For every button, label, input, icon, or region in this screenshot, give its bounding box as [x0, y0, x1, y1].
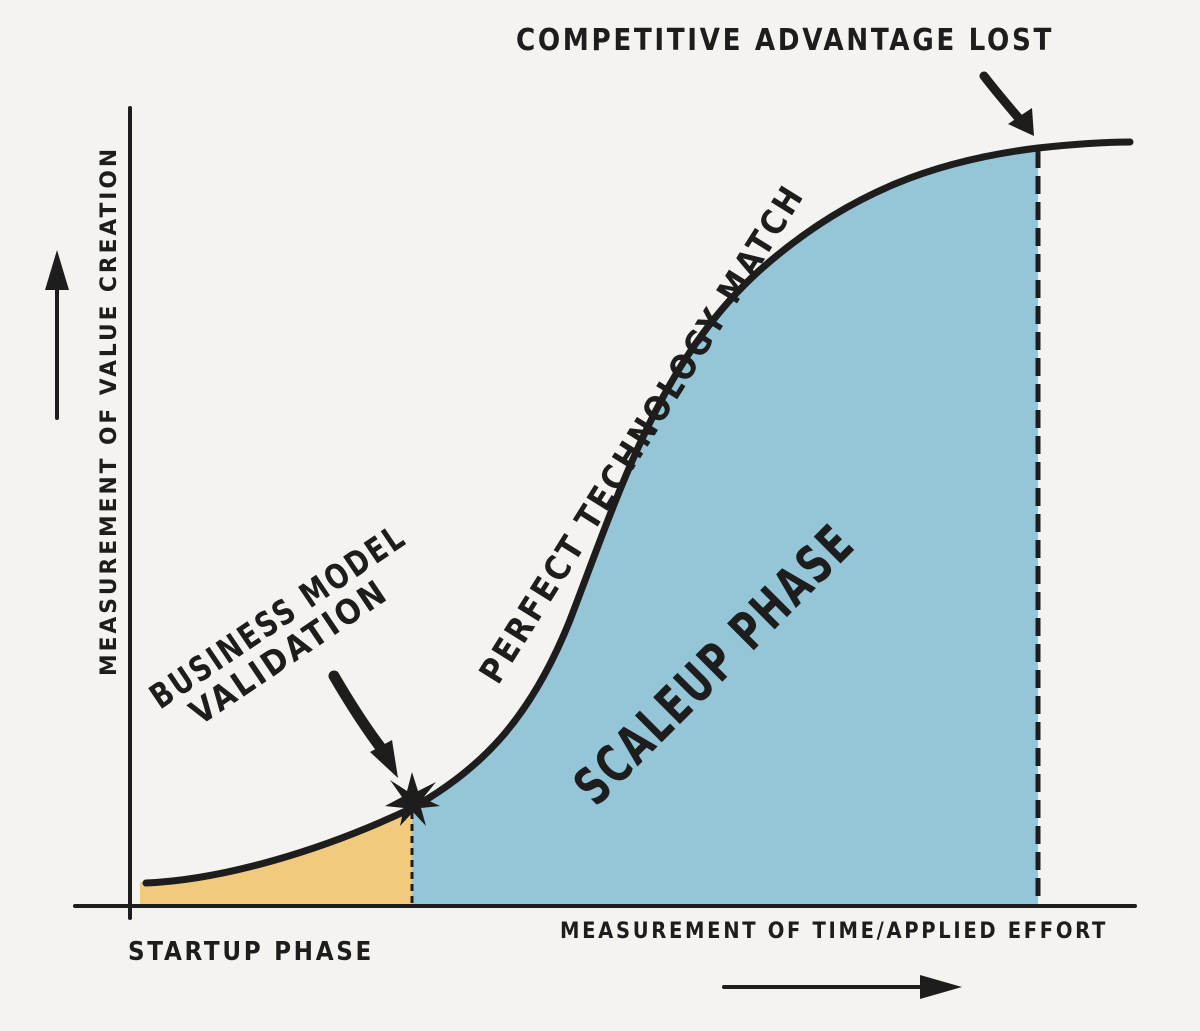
arrow-up-icon [45, 250, 69, 420]
validation-pointer-arrow [328, 670, 398, 778]
startup-phase-label: STARTUP PHASE [128, 937, 374, 967]
x-axis-title: MEASUREMENT OF TIME/APPLIED EFFORT [560, 919, 1108, 944]
arrow-right-icon [722, 975, 962, 999]
advantage-pointer-arrow [979, 71, 1034, 136]
star-burst-icon [385, 772, 440, 826]
value-s-curve [142, 138, 1134, 887]
competitive-advantage-label: COMPETITIVE ADVANTAGE LOST [516, 23, 1054, 58]
startup-phase-area [140, 808, 412, 905]
y-axis-title: MEASUREMENT OF VALUE CREATION [97, 146, 122, 676]
scaleup-phase-area [412, 148, 1038, 905]
